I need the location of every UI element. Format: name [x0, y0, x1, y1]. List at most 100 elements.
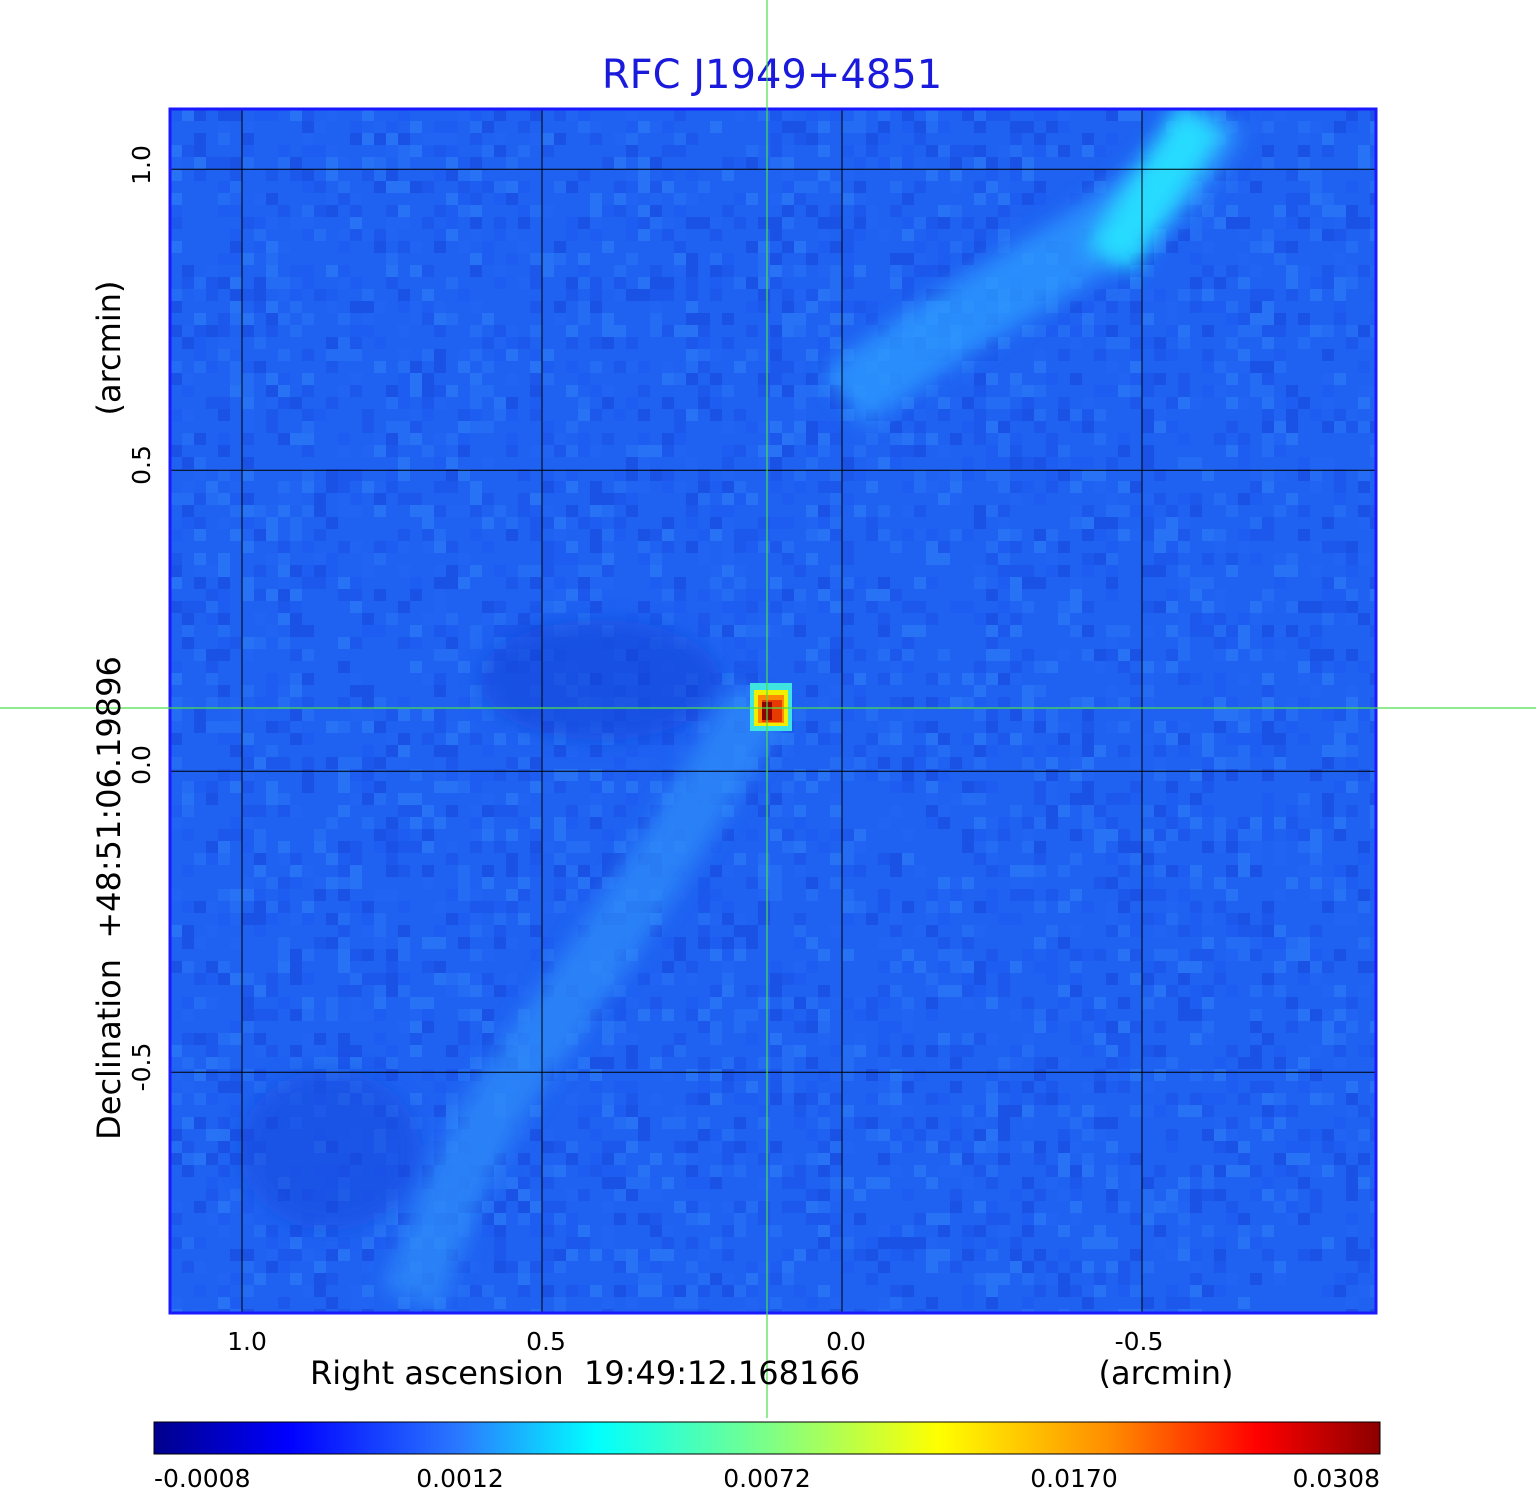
noise-pixel — [1298, 457, 1310, 469]
noise-pixel — [1010, 121, 1022, 133]
noise-pixel — [770, 385, 782, 397]
noise-pixel — [1010, 217, 1022, 229]
noise-pixel — [830, 397, 842, 409]
noise-pixel — [830, 1225, 842, 1237]
noise-pixel — [602, 553, 614, 565]
noise-pixel — [1178, 433, 1190, 445]
noise-pixel — [218, 277, 230, 289]
noise-pixel — [338, 157, 350, 169]
noise-pixel — [1178, 721, 1190, 733]
noise-pixel — [830, 721, 842, 733]
noise-pixel — [1322, 229, 1334, 241]
noise-pixel — [1058, 805, 1070, 817]
noise-pixel — [1274, 1261, 1286, 1273]
noise-pixel — [530, 1189, 542, 1201]
noise-pixel — [1178, 1237, 1190, 1249]
noise-pixel — [614, 1285, 626, 1297]
noise-pixel — [434, 505, 446, 517]
noise-pixel — [878, 1309, 890, 1313]
noise-pixel — [782, 1153, 794, 1165]
noise-pixel — [938, 817, 950, 829]
noise-pixel — [1274, 469, 1286, 481]
noise-pixel — [830, 493, 842, 505]
noise-pixel — [926, 985, 938, 997]
noise-pixel — [602, 433, 614, 445]
noise-pixel — [278, 853, 290, 865]
noise-pixel — [758, 349, 770, 361]
noise-pixel — [590, 817, 602, 829]
noise-pixel — [242, 133, 254, 145]
noise-pixel — [338, 433, 350, 445]
noise-pixel — [638, 169, 650, 181]
noise-pixel — [722, 913, 734, 925]
noise-pixel — [278, 805, 290, 817]
noise-pixel — [1022, 397, 1034, 409]
noise-pixel — [1106, 925, 1118, 937]
noise-pixel — [1250, 1273, 1262, 1285]
noise-pixel — [1226, 421, 1238, 433]
noise-pixel — [1190, 1249, 1202, 1261]
noise-pixel — [602, 337, 614, 349]
noise-pixel — [494, 1237, 506, 1249]
noise-pixel — [1130, 781, 1142, 793]
noise-pixel — [1142, 397, 1154, 409]
noise-pixel — [1322, 601, 1334, 613]
noise-pixel — [410, 1009, 422, 1021]
noise-pixel — [890, 925, 902, 937]
noise-pixel — [1010, 1009, 1022, 1021]
noise-pixel — [338, 1249, 350, 1261]
noise-pixel — [806, 517, 818, 529]
noise-pixel — [482, 769, 494, 781]
noise-pixel — [626, 1033, 638, 1045]
noise-pixel — [1046, 973, 1058, 985]
noise-pixel — [590, 529, 602, 541]
noise-pixel — [1034, 1093, 1046, 1105]
noise-pixel — [878, 1081, 890, 1093]
noise-pixel — [1022, 385, 1034, 397]
noise-pixel — [926, 1177, 938, 1189]
noise-pixel — [302, 1009, 314, 1021]
noise-pixel — [890, 721, 902, 733]
noise-pixel — [266, 1237, 278, 1249]
noise-pixel — [218, 1273, 230, 1285]
noise-pixel — [482, 601, 494, 613]
noise-pixel — [890, 1105, 902, 1117]
noise-pixel — [302, 181, 314, 193]
noise-pixel — [1322, 1141, 1334, 1153]
noise-pixel — [662, 1285, 674, 1297]
noise-pixel — [410, 793, 422, 805]
noise-pixel — [830, 805, 842, 817]
noise-pixel — [182, 793, 194, 805]
noise-pixel — [1166, 949, 1178, 961]
noise-pixel — [890, 1225, 902, 1237]
noise-pixel — [842, 1117, 854, 1129]
noise-pixel — [842, 613, 854, 625]
noise-pixel — [686, 997, 698, 1009]
noise-pixel — [518, 793, 530, 805]
noise-pixel — [194, 361, 206, 373]
noise-pixel — [554, 889, 566, 901]
noise-pixel — [1250, 181, 1262, 193]
noise-pixel — [302, 673, 314, 685]
y-tick-label: 0.5 — [127, 445, 156, 485]
noise-pixel — [614, 205, 626, 217]
noise-pixel — [1238, 817, 1250, 829]
noise-pixel — [1358, 553, 1370, 565]
noise-pixel — [386, 949, 398, 961]
noise-pixel — [1190, 577, 1202, 589]
noise-pixel — [1226, 697, 1238, 709]
noise-pixel — [542, 565, 554, 577]
noise-pixel — [626, 217, 638, 229]
noise-pixel — [194, 901, 206, 913]
noise-pixel — [938, 145, 950, 157]
noise-pixel — [1310, 469, 1322, 481]
noise-pixel — [1022, 889, 1034, 901]
noise-pixel — [1346, 601, 1358, 613]
noise-pixel — [1106, 685, 1118, 697]
noise-pixel — [938, 805, 950, 817]
noise-pixel — [170, 661, 182, 673]
noise-pixel — [194, 1153, 206, 1165]
noise-pixel — [794, 961, 806, 973]
noise-pixel — [398, 493, 410, 505]
noise-pixel — [374, 553, 386, 565]
